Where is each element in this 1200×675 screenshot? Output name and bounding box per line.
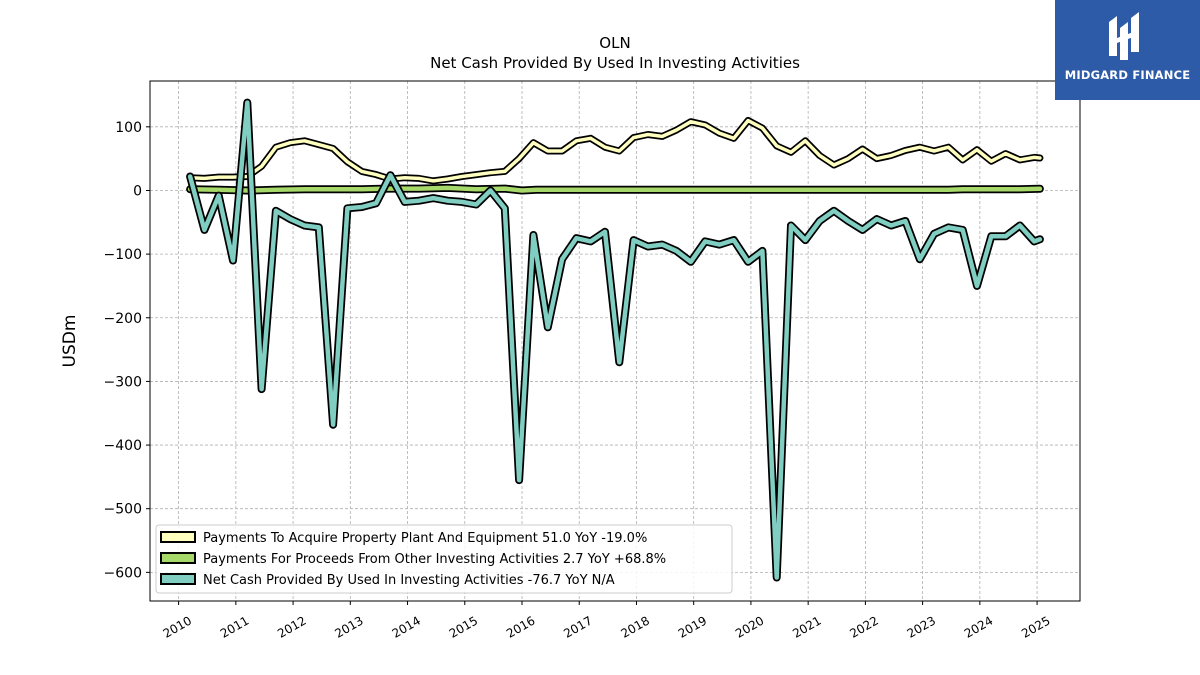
y-tick-label: −400 bbox=[104, 438, 142, 454]
plot-frame bbox=[149, 80, 1081, 602]
x-tick-label: 2010 bbox=[161, 613, 194, 640]
x-tick-label: 2015 bbox=[447, 613, 480, 640]
chart-title: OLN bbox=[599, 34, 630, 52]
x-tick-label: 2021 bbox=[790, 613, 823, 640]
x-tick-label: 2017 bbox=[561, 613, 594, 640]
x-tick-label: 2016 bbox=[504, 613, 537, 640]
x-tick-label: 2014 bbox=[390, 613, 423, 640]
y-tick-label: −300 bbox=[104, 374, 142, 390]
legend-swatch bbox=[160, 531, 196, 543]
series-line bbox=[188, 118, 1042, 183]
y-tick-label: −100 bbox=[104, 247, 142, 263]
legend-swatch bbox=[160, 573, 196, 585]
chart-subtitle: Net Cash Provided By Used In Investing A… bbox=[430, 54, 800, 72]
series-line bbox=[187, 100, 1043, 580]
x-tick-label: 2023 bbox=[905, 613, 938, 640]
y-tick-label: −200 bbox=[104, 311, 142, 327]
x-tick-label: 2020 bbox=[733, 613, 766, 640]
y-tick-label: 0 bbox=[133, 183, 142, 199]
x-axis: 2010 2011 2012 2013 2014 2015 2016 2017 2018 2019… bbox=[161, 601, 1053, 641]
legend-label: Payments For Proceeds From Other Investi… bbox=[203, 552, 666, 567]
x-tick-label: 2022 bbox=[847, 613, 880, 640]
y-tick-label: 100 bbox=[115, 120, 142, 136]
series-2 bbox=[186, 98, 1044, 582]
y-tick-label: −600 bbox=[104, 565, 142, 581]
x-tick-label: 2012 bbox=[275, 613, 308, 640]
series-line bbox=[187, 185, 1043, 193]
series-1 bbox=[186, 183, 1044, 195]
logo-mark-icon bbox=[1109, 12, 1139, 60]
brand-logo: MIDGARD FINANCE bbox=[1055, 0, 1200, 100]
y-tick-label: −500 bbox=[104, 502, 142, 518]
x-tick-label: 2013 bbox=[332, 613, 365, 640]
y-axis-label: USDm bbox=[60, 315, 80, 368]
brand-name: MIDGARD FINANCE bbox=[1064, 68, 1191, 82]
series-layer bbox=[186, 98, 1044, 582]
legend-label: Payments To Acquire Property Plant And E… bbox=[203, 531, 647, 546]
series-0 bbox=[186, 117, 1044, 185]
x-tick-label: 2011 bbox=[218, 613, 251, 640]
legend-box bbox=[155, 524, 733, 594]
x-tick-label: 2025 bbox=[1019, 613, 1052, 640]
legend-swatch bbox=[160, 552, 196, 564]
y-axis: 100 0 −100 −200 −300 −400 −500 −600 bbox=[104, 120, 150, 581]
legend: Payments To Acquire Property Plant And E… bbox=[155, 524, 733, 594]
x-tick-label: 2018 bbox=[619, 613, 652, 640]
x-tick-label: 2024 bbox=[962, 613, 995, 640]
legend-label: Net Cash Provided By Used In Investing A… bbox=[203, 573, 615, 588]
x-tick-label: 2019 bbox=[676, 613, 709, 640]
